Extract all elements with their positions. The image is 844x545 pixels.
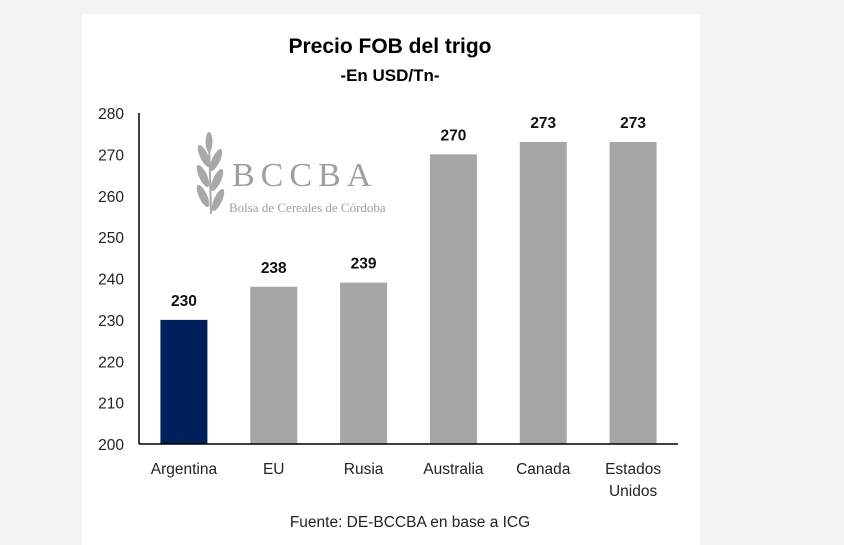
y-tick-label: 230 — [98, 313, 124, 330]
y-axis-ticks: 200 210 220 230 240 250 260 270 280 — [98, 106, 124, 454]
watermark-logo-text: BCCBA — [232, 157, 377, 194]
bccba-watermark: BCCBA Bolsa de Cereales de Córdoba — [196, 132, 386, 215]
category-labels: Argentina EU Rusia Australia Canada Estados Un… — [151, 461, 662, 500]
data-label: 239 — [351, 256, 377, 273]
bars — [160, 141, 657, 444]
data-label: 273 — [620, 115, 646, 132]
bar-rusia — [340, 282, 388, 444]
watermark-logo-subtext: Bolsa de Cereales de Córdoba — [229, 200, 386, 215]
data-labels: 230 238 239 270 273 273 — [171, 115, 646, 310]
data-label: 273 — [530, 115, 556, 132]
data-label: 230 — [171, 293, 197, 310]
bar-eu — [250, 286, 298, 444]
bar-chart: Precio FOB del trigo -En USD/Tn- BCCBA B… — [98, 35, 678, 531]
chart-title: Precio FOB del trigo — [288, 35, 491, 58]
y-tick-label: 210 — [98, 396, 124, 413]
category-label: EU — [263, 461, 285, 478]
y-tick-label: 270 — [98, 147, 124, 164]
category-label: Australia — [423, 461, 484, 478]
y-tick-label: 250 — [98, 230, 124, 247]
y-tick-label: 260 — [98, 189, 124, 206]
category-label: Argentina — [151, 461, 218, 478]
category-label: Canada — [516, 461, 571, 478]
chart-subtitle: -En USD/Tn- — [340, 66, 439, 85]
bar-estados-unidos — [609, 141, 657, 444]
data-label: 270 — [440, 127, 466, 144]
y-tick-label: 220 — [98, 354, 124, 371]
bar-canada — [519, 141, 567, 444]
chart-panel: Precio FOB del trigo -En USD/Tn- BCCBA B… — [82, 14, 700, 545]
category-label: Rusia — [344, 461, 384, 478]
y-tick-label: 200 — [98, 437, 124, 454]
category-label: Estados Unidos — [605, 461, 661, 500]
y-tick-label: 240 — [98, 272, 124, 289]
wheat-icon — [196, 132, 225, 215]
source-note: Fuente: DE-BCCBA en base a ICG — [290, 514, 530, 531]
bar-australia — [429, 154, 477, 444]
y-tick-label: 280 — [98, 106, 124, 123]
data-label: 238 — [261, 260, 287, 277]
bar-argentina — [160, 319, 208, 444]
